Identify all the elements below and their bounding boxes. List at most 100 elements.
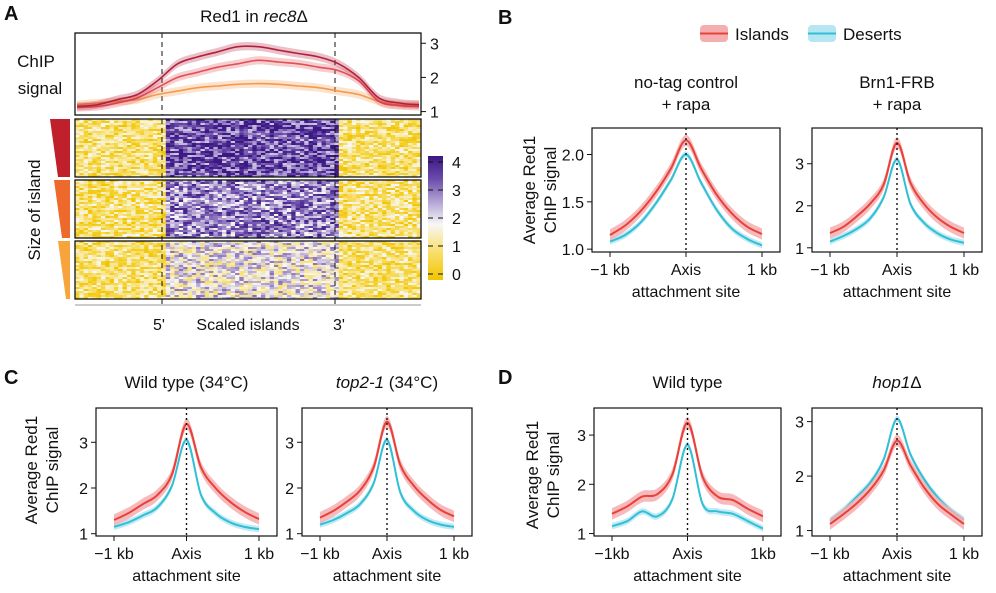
heatmap-cell	[260, 232, 266, 235]
heatmap-cell	[252, 163, 257, 166]
heatmap-cell	[338, 222, 344, 225]
heatmap-cell	[325, 206, 331, 209]
heatmap-cell	[148, 119, 154, 122]
heatmap-cell	[291, 200, 296, 203]
heatmap-cell	[373, 196, 379, 199]
heatmap-cell	[178, 180, 184, 183]
heatmap-cell	[248, 159, 253, 162]
heatmap-cell	[399, 245, 405, 248]
heatmap-cell	[248, 125, 253, 128]
heatmap-cell	[144, 241, 149, 244]
heatmap-cell	[248, 222, 253, 225]
heatmap-cell	[399, 139, 405, 142]
heatmap-cell	[170, 190, 175, 193]
heatmap-cell	[364, 173, 370, 176]
heatmap-cell	[403, 151, 409, 154]
heatmap-cell	[191, 243, 197, 246]
heatmap-cell	[256, 182, 262, 185]
heatmap-cell	[317, 151, 322, 154]
heatmap-cell	[157, 220, 162, 223]
heatmap-cell	[126, 243, 132, 246]
heatmap-cell	[408, 234, 413, 237]
heatmap-cell	[343, 234, 348, 237]
heatmap-cell	[338, 129, 344, 132]
heatmap-cell	[252, 123, 257, 126]
heatmap-cell	[152, 169, 158, 172]
heatmap-cell	[343, 165, 348, 168]
heatmap-cell	[399, 194, 405, 197]
heatmap-cell	[239, 129, 244, 132]
heatmap-cell	[196, 218, 201, 221]
heatmap-cell	[369, 165, 374, 168]
heatmap-cell	[217, 204, 223, 207]
heatmap-cell	[408, 226, 413, 229]
heatmap-cell	[135, 165, 141, 168]
heatmap-cell	[118, 125, 123, 128]
heatmap-cell	[118, 163, 123, 166]
heatmap-cell	[377, 220, 383, 223]
heatmap-cell	[390, 169, 396, 172]
heatmap-cell	[105, 159, 110, 162]
heatmap-cell	[217, 163, 223, 166]
heatmap-cell	[100, 141, 106, 144]
heatmap-cell	[369, 218, 374, 221]
heatmap-cell	[100, 192, 106, 195]
heatmap-cell	[308, 121, 314, 124]
heatmap-cell	[191, 247, 197, 250]
heatmap-cell	[139, 167, 145, 170]
heatmap-cell	[330, 169, 335, 172]
heatmap-cell	[286, 236, 292, 239]
heatmap-cell	[325, 151, 331, 154]
heatmap-cell	[109, 206, 115, 209]
heatmap-cell	[243, 147, 249, 150]
heatmap-cell	[395, 245, 400, 248]
heatmap-cell	[317, 133, 322, 136]
heatmap-cell	[144, 182, 149, 185]
heatmap-cell	[161, 218, 167, 221]
heatmap-cell	[161, 169, 167, 172]
heatmap-cell	[278, 163, 283, 166]
heatmap-cell	[390, 222, 396, 225]
heatmap-cell	[312, 131, 318, 134]
heatmap-cell	[312, 125, 318, 128]
heatmap-cell	[282, 119, 288, 122]
heatmap-cell	[351, 147, 357, 150]
heatmap-cell	[291, 190, 296, 193]
heatmap-cell	[412, 186, 417, 189]
heatmap-cell	[96, 218, 102, 221]
heatmap-cell	[369, 245, 374, 248]
heatmap-cell	[239, 147, 244, 150]
heatmap-cell	[113, 165, 119, 168]
heatmap-cell	[83, 222, 89, 225]
heatmap-cell	[204, 222, 210, 225]
heatmap-cell	[75, 230, 80, 233]
heatmap-cell	[373, 247, 379, 250]
heatmap-cell	[412, 202, 417, 205]
heatmap-cell	[317, 143, 322, 146]
heatmap-cell	[243, 163, 249, 166]
heatmap-cell	[330, 232, 335, 235]
heatmap-cell	[286, 202, 292, 205]
heatmap-cell	[191, 169, 197, 172]
heatmap-cell	[386, 165, 392, 168]
heatmap-cell	[308, 192, 314, 195]
heatmap-cell	[273, 198, 279, 201]
heatmap-cell	[304, 175, 309, 178]
heatmap-cell	[321, 218, 327, 221]
heatmap-cell	[204, 202, 210, 205]
heatmap-cell	[278, 188, 283, 191]
heatmap-cell	[75, 247, 80, 250]
heatmap-cell	[408, 192, 413, 195]
heatmap-cell	[139, 230, 145, 233]
heatmap-cell	[83, 167, 89, 170]
heatmap-cell	[347, 180, 353, 183]
heatmap-cell	[343, 157, 348, 160]
heatmap-cell	[273, 133, 279, 136]
heatmap-cell	[118, 169, 123, 172]
heatmap-cell	[131, 218, 136, 221]
heatmap-cell	[243, 198, 249, 201]
heatmap-cell	[196, 214, 201, 217]
heatmap-cell	[338, 135, 344, 138]
heatmap-cell	[75, 214, 80, 217]
heatmap-cell	[118, 214, 123, 217]
